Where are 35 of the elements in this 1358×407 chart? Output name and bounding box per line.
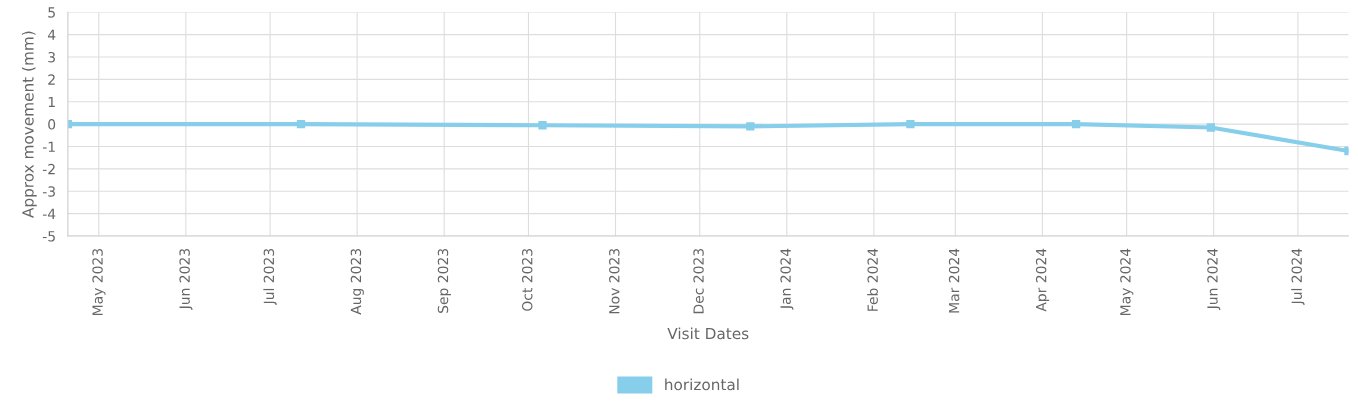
x-tick-label: May 2023 [92,248,106,315]
y-tick-label: 3 [48,51,55,63]
x-tick-label: Sep 2023 [437,248,451,313]
point [1206,123,1216,132]
point [296,119,306,129]
point [746,122,755,131]
point [538,121,547,130]
y-axis-title: Approx movement (mm) [21,31,37,218]
x-tick-label: Jan 2024 [780,248,794,310]
x-tick-label: Apr 2024 [1035,248,1050,312]
x-tick-label: Mar 2024 [948,248,960,313]
y-tick-label: 0 [48,119,56,130]
y-tick-label: -1 [42,141,55,152]
x-tick-label: Oct 2023 [521,248,533,311]
y-tick-label: 2 [48,74,55,85]
point [1071,119,1081,129]
y-tick-label: -4 [42,208,56,219]
x-tick-label: Jul 2024 [1291,248,1305,306]
x-tick-label: May 2024 [1120,248,1134,315]
x-tick-label: Jul 2023 [263,248,277,306]
y-tick-label: 5 [48,7,55,18]
x-tick-label: Dec 2023 [693,248,704,314]
x-tick-label: Jun 2024 [1207,248,1221,311]
x-tick-label: Feb 2024 [867,248,878,311]
y-tick-label: 4 [47,29,56,40]
x-tick-label: Aug 2023 [350,248,364,315]
y-tick-label: -5 [42,231,55,242]
point [906,119,915,129]
y-tick-label: 1 [48,96,55,108]
x-axis-title: Visit Dates [667,327,749,340]
y-tick-label: -3 [42,186,55,197]
x-tick-label: Nov 2023 [609,248,620,314]
x-tick-label: Jun 2023 [179,248,193,311]
legend-label: horizontal [665,378,739,391]
y-tick-label: -2 [42,163,55,175]
